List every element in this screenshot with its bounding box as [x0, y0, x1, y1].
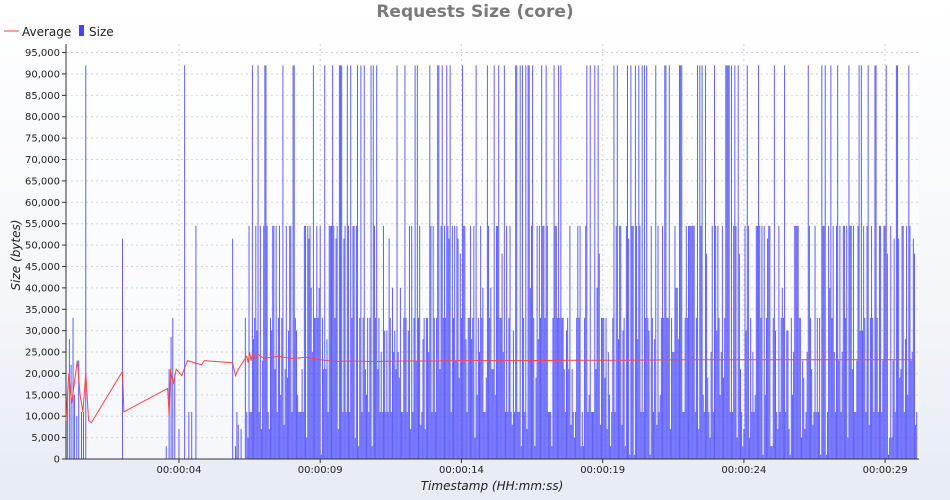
x-axis-title: Timestamp (HH:mm:ss) [421, 479, 564, 493]
y-tick-label: 70,000 [25, 155, 60, 166]
y-tick-label: 90,000 [25, 69, 60, 80]
x-tick-label: 00:00:14 [439, 465, 484, 476]
average-line [65, 351, 914, 424]
x-tick-label: 00:00:09 [298, 465, 343, 476]
y-tick-label: 45,000 [25, 262, 60, 273]
x-axis: 00:00:04 00:00:09 00:00:14 00:00:19 00:00:24… [66, 458, 919, 476]
size-bars [65, 65, 918, 459]
y-tick-label: 35,000 [25, 305, 60, 316]
chart-title: Requests Size (core) [376, 2, 573, 22]
y-tick-label: 5,000 [31, 433, 60, 444]
y-tick-label: 25,000 [25, 348, 60, 359]
y-tick-label: 20,000 [25, 369, 60, 380]
x-tick-label: 00:00:29 [863, 465, 908, 476]
y-tick-label: 75,000 [25, 134, 60, 145]
plot-area [66, 44, 919, 459]
x-tick-label: 00:00:04 [157, 465, 202, 476]
legend-size-swatch [79, 25, 84, 36]
y-tick-label: 85,000 [25, 91, 60, 102]
y-axis-title: Size (bytes) [9, 220, 23, 291]
y-tick-label: 10,000 [25, 412, 60, 423]
y-tick-label: 30,000 [25, 326, 60, 337]
y-tick-label: 95,000 [25, 48, 60, 59]
y-tick-label: 40,000 [25, 283, 60, 294]
y-tick-label: 0 [54, 455, 60, 466]
x-tick-label: 00:00:24 [721, 465, 766, 476]
y-tick-label: 60,000 [25, 198, 60, 209]
y-tick-label: 50,000 [25, 241, 60, 252]
y-tick-label: 15,000 [25, 390, 60, 401]
y-tick-label: 65,000 [25, 176, 60, 187]
x-tick-label: 00:00:19 [580, 465, 625, 476]
y-axis: 0 5,000 10,000 15,000 20,000 25,000 30,000 35,0… [25, 44, 67, 466]
legend-average-label: Average [22, 25, 71, 39]
y-tick-label: 55,000 [25, 219, 60, 230]
legend-size-label: Size [89, 25, 114, 39]
legend: Average Size [4, 25, 114, 39]
y-tick-label: 80,000 [25, 112, 60, 123]
